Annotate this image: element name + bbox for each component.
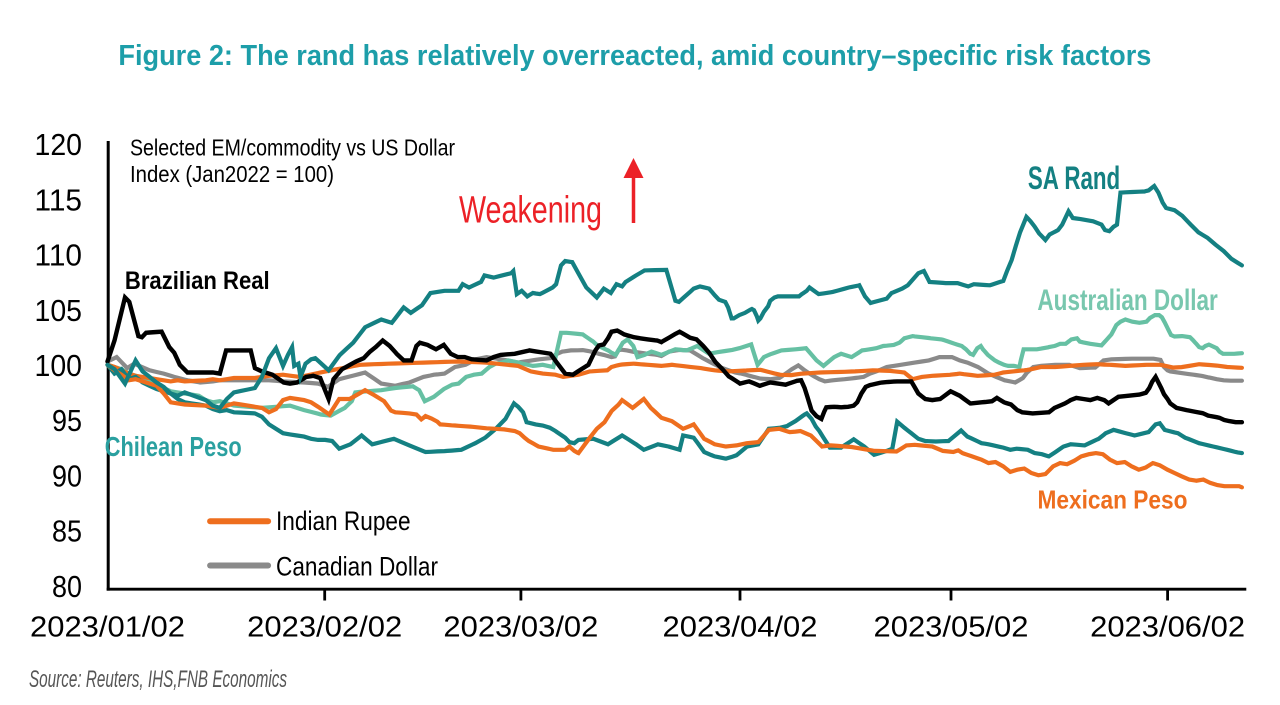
svg-text:2023/03/02: 2023/03/02	[443, 611, 598, 643]
svg-text:Brazilian Real: Brazilian Real	[125, 267, 270, 295]
svg-text:Figure 2: The rand has relativ: Figure 2: The rand has relatively overre…	[118, 40, 1151, 72]
svg-text:Australian Dollar: Australian Dollar	[1037, 284, 1218, 317]
svg-text:Mexican Peso: Mexican Peso	[1038, 485, 1188, 515]
svg-text:95: 95	[52, 403, 82, 438]
svg-text:120: 120	[35, 127, 83, 162]
svg-text:2023/02/02: 2023/02/02	[247, 611, 402, 643]
svg-text:Source: Reuters, IHS,FNB Econo: Source: Reuters, IHS,FNB Economics	[29, 666, 287, 693]
svg-text:Chilean Peso: Chilean Peso	[105, 431, 242, 462]
svg-text:Selected EM/commodity vs US Do: Selected EM/commodity vs US Dollar	[130, 135, 455, 161]
svg-text:90: 90	[52, 458, 82, 493]
svg-text:Index (Jan2022 = 100): Index (Jan2022 = 100)	[130, 161, 334, 187]
svg-text:2023/06/02: 2023/06/02	[1090, 611, 1245, 643]
svg-text:115: 115	[35, 182, 83, 217]
svg-text:110: 110	[35, 238, 83, 273]
svg-text:SA Rand: SA Rand	[1028, 160, 1120, 196]
svg-text:2023/05/02: 2023/05/02	[874, 611, 1029, 643]
svg-text:Indian Rupee: Indian Rupee	[276, 506, 411, 536]
svg-text:85: 85	[52, 514, 82, 549]
svg-text:80: 80	[52, 569, 82, 604]
svg-text:105: 105	[35, 293, 83, 328]
svg-text:Weakening: Weakening	[459, 190, 602, 232]
svg-text:100: 100	[35, 348, 83, 383]
svg-text:Canadian Dollar: Canadian Dollar	[276, 551, 438, 581]
svg-text:2023/01/02: 2023/01/02	[30, 611, 185, 643]
svg-text:2023/04/02: 2023/04/02	[663, 611, 818, 643]
